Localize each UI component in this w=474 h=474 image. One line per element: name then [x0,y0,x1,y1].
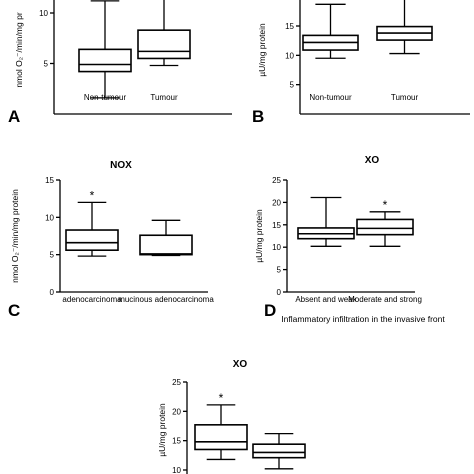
panel-b-y-tick-label: 5 [290,81,295,90]
panel-e-title: XO [233,359,248,370]
panel-e-box-1 [194,424,248,451]
panel-c-y-tick-label: 15 [45,176,54,185]
panel-b-category-label: Non-tumour [309,93,352,102]
panel-c-category-label: mucinous adenocarcinoma [118,295,214,304]
panel-b-y-axis-label: µU/mg protein [257,23,267,77]
panel-e-y-axis-label: µU/mg protein [157,403,167,457]
panel-b-letter: B [252,107,264,126]
panel-d-category-label: Absent and weak [295,295,357,304]
panel-d-y-axis-label: µU/mg protein [254,209,264,263]
panel-c-y-tick-label: 10 [45,213,54,222]
panel-e-y-tick-label: 15 [172,437,181,446]
panel-d-letter: D [264,301,276,320]
panel-c-box-1 [65,229,119,251]
panel-c-title: NOX [110,160,132,171]
panel-d-significance-star: * [383,198,388,212]
panel-d-y-tick-label: 20 [272,198,281,207]
panel-e-box-2 [252,443,306,459]
panel-c-box-2 [139,234,193,256]
panel-d-y-tick-label: 25 [272,176,281,185]
panel-a-y-axis-label: nmol O₂⁻/min/mg pr [14,12,24,87]
panel-e-significance-star: * [219,391,224,405]
panel-d-y-tick-label: 15 [272,221,281,230]
panel-b-y-tick-label: 15 [285,22,294,31]
panel-d-category-label: Moderate and strong [348,295,422,304]
panel-b-category-label: Tumour [391,93,419,102]
panel-a-y-tick-label: 10 [39,9,48,18]
panel-a-box-2 [137,29,191,60]
panel-a-category-label: Tumour [150,93,178,102]
panel-d-x-axis-label: Inflammatory infiltration in the invasiv… [281,314,445,324]
panel-a-category-label: Non-tumour [84,93,127,102]
panel-c-y-axis-label: nmol O₂⁻/min/mg protein [10,189,20,283]
panel-d-y-tick-label: 10 [272,243,281,252]
panel-d-y-tick-label: 0 [277,288,282,297]
panel-d-box-2 [356,218,414,236]
panel-c-significance-star: * [90,188,95,202]
panel-c-y-tick-label: 5 [50,251,55,260]
panel-c-y-tick-label: 0 [50,288,55,297]
panel-a-letter: A [8,107,20,126]
panel-d-y-tick-label: 5 [277,266,282,275]
panel-e-y-tick-label: 10 [172,466,181,474]
panel-a-y-tick-label: 5 [44,60,49,69]
panel-b-y-tick-label: 10 [285,51,294,60]
panel-d-title: XO [365,155,380,166]
panel-e-y-tick-label: 20 [172,407,181,416]
panel-c-letter: C [8,301,20,320]
panel-e-y-tick-label: 25 [172,378,181,387]
panel-a-box-1 [78,48,132,73]
panel-c-category-label: adenocarcinoma [62,295,122,304]
